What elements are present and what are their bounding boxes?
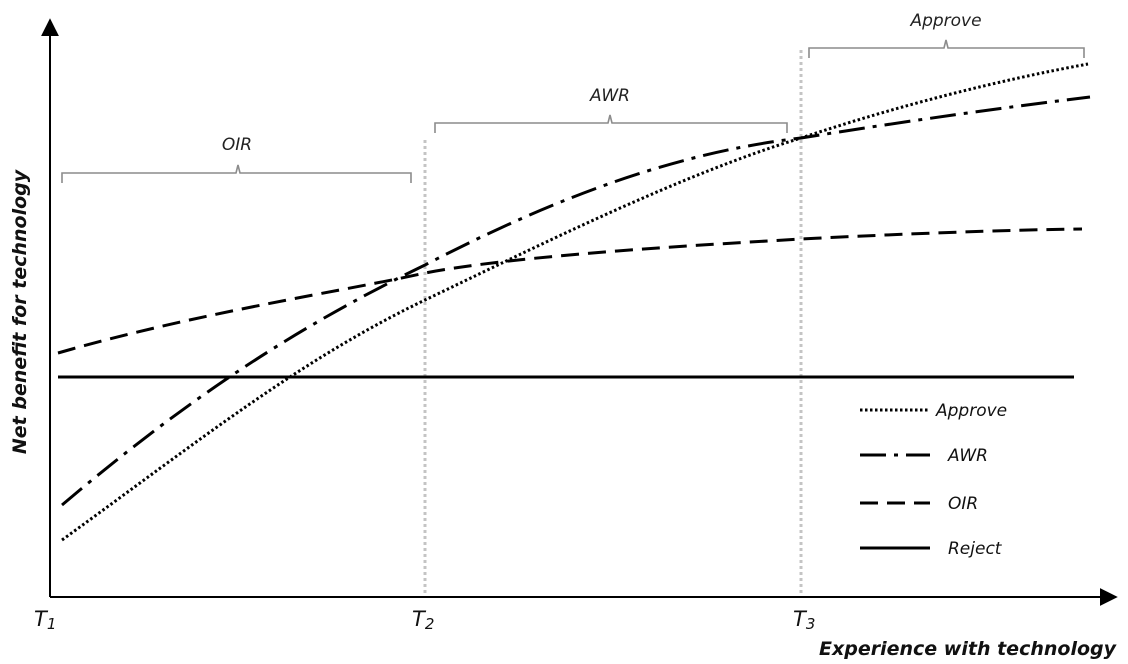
- tick-label-t3: T3: [793, 607, 815, 633]
- bracket-approve: Approve: [808, 11, 1085, 58]
- approve-curve: [61, 62, 1089, 542]
- bracket-label-oir: OIR: [222, 135, 252, 155]
- oir-curve: [57, 227, 1083, 355]
- tick-label-t2: T2: [412, 607, 434, 633]
- bracket-label-awr: AWR: [589, 86, 630, 106]
- legend-label-reject: Reject: [948, 539, 1003, 559]
- legend-label-approve: Approve: [935, 401, 1007, 421]
- legend-item-oir: OIR: [860, 494, 978, 514]
- x-axis-title: Experience with technology: [819, 638, 1118, 660]
- awr-curve: [61, 95, 1091, 507]
- legend: Approve AWR OIR Reject: [860, 401, 1007, 559]
- legend-item-approve: Approve: [860, 401, 1007, 421]
- legend-item-awr: AWR: [860, 446, 988, 466]
- bracket-awr: AWR: [434, 86, 788, 133]
- legend-label-awr: AWR: [947, 446, 988, 466]
- legend-item-reject: Reject: [860, 539, 1003, 559]
- tick-label-t1: T1: [34, 607, 56, 633]
- bracket-label-approve: Approve: [909, 11, 981, 31]
- legend-label-oir: OIR: [948, 494, 978, 514]
- y-axis-title: Net benefit for technology: [9, 168, 31, 454]
- bracket-oir: OIR: [61, 135, 412, 183]
